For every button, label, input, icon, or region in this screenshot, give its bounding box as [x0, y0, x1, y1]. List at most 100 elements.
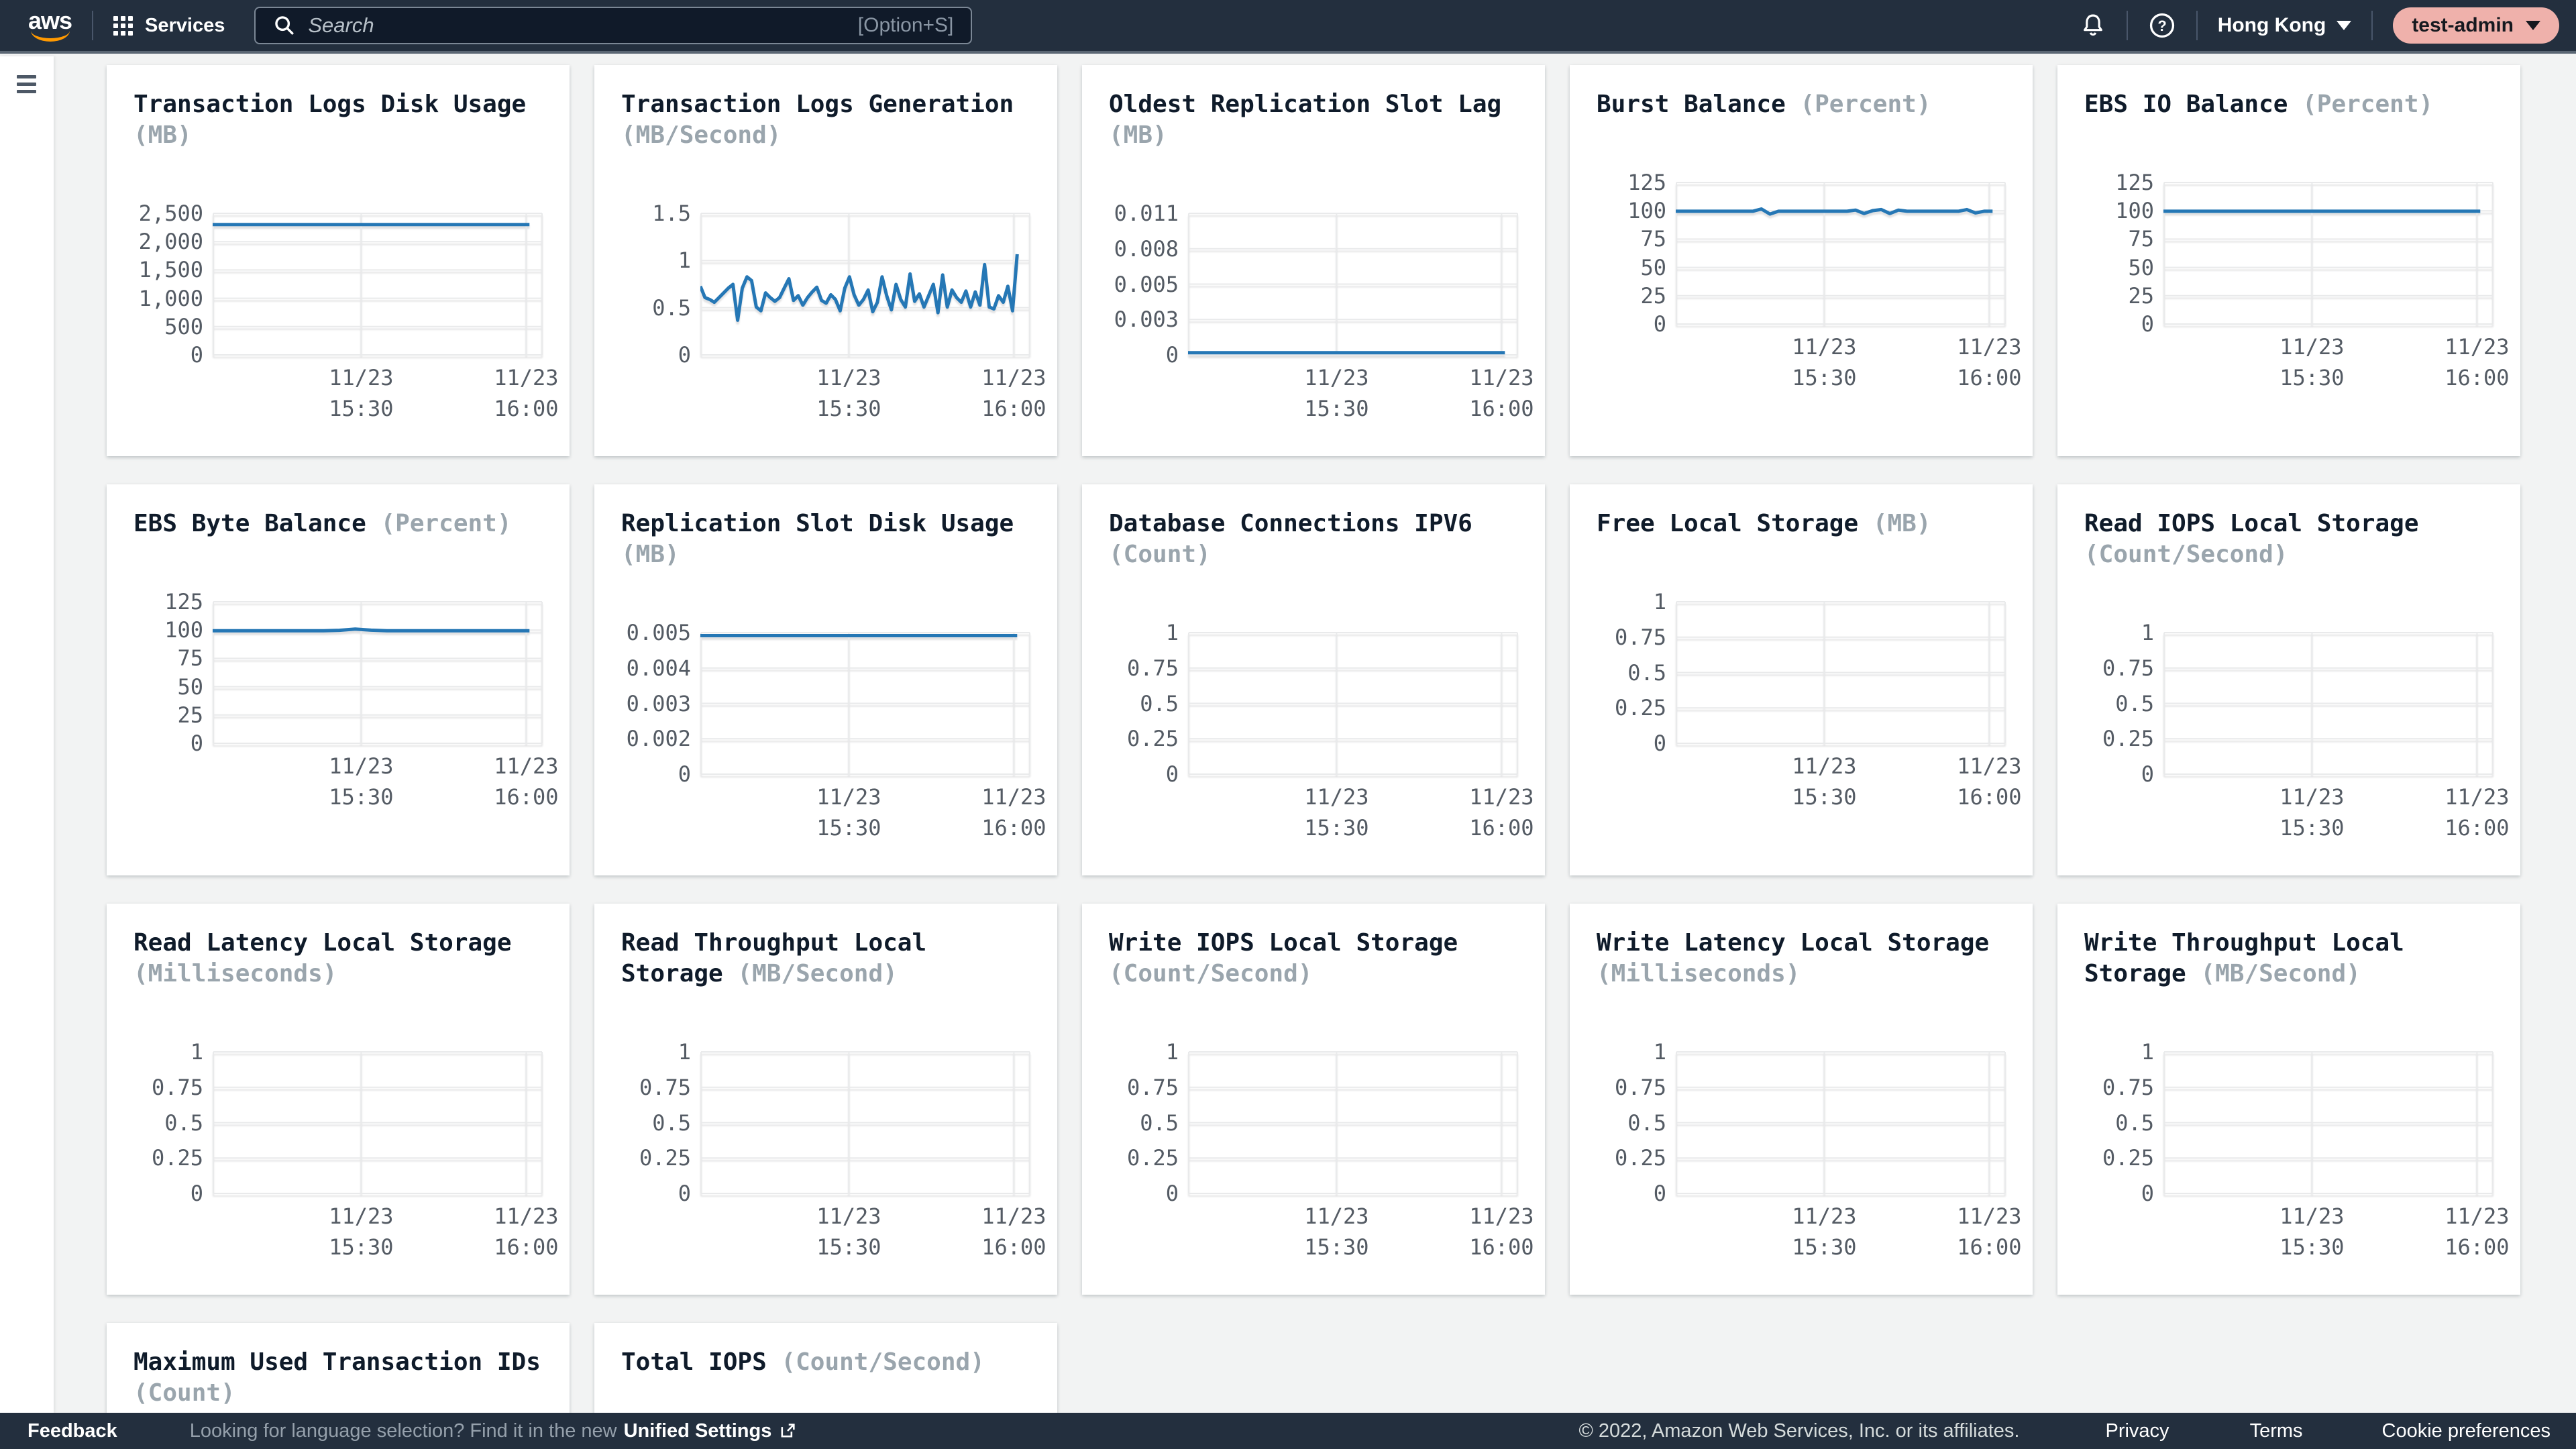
- y-tick-label: 0.75: [639, 1074, 691, 1100]
- x-axis: 11/23 15:30 11/23 16:00: [2163, 782, 2509, 851]
- y-tick-label: 0.25: [1126, 726, 1179, 752]
- card-title-text: Write Latency Local Storage: [1597, 929, 1990, 957]
- metric-card: EBS IO Balance (Percent) 125 100 75 50 25 0 11/…: [2057, 65, 2520, 456]
- aws-logo[interactable]: aws: [28, 9, 72, 42]
- chevron-down-icon: [2526, 21, 2540, 30]
- card-title: Write Throughput Local Storage (MB/Secon…: [2084, 928, 2493, 989]
- notifications-button[interactable]: [2080, 12, 2106, 39]
- card-title-text: EBS Byte Balance: [133, 510, 381, 537]
- y-axis-spacer: [621, 1194, 700, 1295]
- footer-right: © 2022, Amazon Web Services, Inc. or its…: [1578, 1420, 2551, 1442]
- y-axis: 1 0.75 0.5 0.25 0: [1109, 1039, 1188, 1206]
- chart-plot: [2163, 182, 2493, 325]
- y-tick-label: 0.75: [151, 1074, 203, 1100]
- card-title-text: Transaction Logs Generation: [621, 91, 1014, 118]
- region-selector[interactable]: Hong Kong: [2218, 14, 2352, 37]
- y-axis-spacer: [1597, 744, 1676, 875]
- chart-area: 125 100 75 50 25 0 11/23 15:30 11/23 16:00: [107, 589, 570, 875]
- chart-plot-row: 1 0.75 0.5 0.25 0: [1109, 1039, 1545, 1206]
- y-axis-spacer: [2084, 325, 2163, 456]
- x-axis: 11/23 15:30 11/23 16:00: [2163, 331, 2509, 401]
- chart-xaxis-row: 11/23 15:30 11/23 16:00: [621, 1194, 1057, 1295]
- chart-area: 2,500 2,000 1,500 1,000 500 0 11/23 15:30 11/23 1…: [107, 201, 570, 456]
- y-tick-label: 0.011: [1114, 201, 1179, 226]
- y-tick-label: 0: [2141, 311, 2154, 337]
- x-tick-label: 11/23 15:30: [2279, 334, 2345, 390]
- chart-xaxis-row: 11/23 15:30 11/23 16:00: [1597, 744, 2033, 875]
- chart-xaxis-row: 11/23 15:30 11/23 16:00: [2084, 1194, 2520, 1295]
- card-title: Read Latency Local Storage (Milliseconds…: [133, 928, 543, 989]
- y-axis: 0.005 0.004 0.003 0.002 0: [621, 620, 700, 787]
- aws-logo-text: aws: [28, 7, 72, 34]
- unified-settings-link[interactable]: Unified Settings: [624, 1420, 798, 1442]
- card-unit-text: (MB): [133, 121, 192, 149]
- y-tick-label: 0: [678, 1181, 691, 1206]
- privacy-link[interactable]: Privacy: [2105, 1419, 2169, 1442]
- menu-toggle-button[interactable]: [17, 75, 54, 93]
- x-tick-label: 11/23 16:00: [2445, 334, 2510, 390]
- card-unit-text: (Milliseconds): [133, 960, 337, 987]
- terms-link[interactable]: Terms: [2249, 1419, 2303, 1442]
- chart-plot-row: 125 100 75 50 25 0: [133, 589, 570, 756]
- y-tick-label: 0.75: [1126, 655, 1179, 681]
- y-axis: 125 100 75 50 25 0: [1597, 170, 1676, 337]
- account-menu-button[interactable]: test-admin: [2393, 7, 2559, 44]
- y-axis: 1 0.75 0.5 0.25 0: [2084, 620, 2163, 787]
- card-title: Read Throughput Local Storage (MB/Second…: [621, 928, 1030, 989]
- card-unit-text: (Count): [133, 1379, 235, 1407]
- chart-plot-row: 125 100 75 50 25 0: [1597, 170, 2033, 337]
- feedback-button[interactable]: Feedback: [28, 1419, 117, 1442]
- y-tick-label: 0.005: [626, 620, 691, 645]
- y-tick-label: 0: [2141, 761, 2154, 787]
- metric-card: Read IOPS Local Storage (Count/Second) 1 0…: [2057, 484, 2520, 875]
- chart-xaxis-row: 11/23 15:30 11/23 16:00: [1597, 325, 2033, 456]
- card-unit-text: (MB/Second): [737, 960, 898, 987]
- chart-plot: [1188, 213, 1518, 356]
- y-axis: 1 0.75 0.5 0.25 0: [621, 1039, 700, 1206]
- chart-xaxis-row: 11/23 15:30 11/23 16:00: [1109, 1194, 1545, 1295]
- chart-plot: [1676, 601, 2006, 744]
- x-tick-label: 11/23 16:00: [2445, 784, 2510, 841]
- y-tick-label: 2,500: [138, 201, 203, 226]
- y-tick-label: 75: [1640, 226, 1666, 252]
- metric-card: Burst Balance (Percent) 125 100 75 50 25 0 11/2…: [1570, 65, 2033, 456]
- card-title: Write IOPS Local Storage (Count/Second): [1109, 928, 1518, 989]
- x-tick-label: 11/23 15:30: [1304, 1203, 1369, 1260]
- chart-plot: [213, 1051, 543, 1194]
- card-title-text: Total IOPS: [621, 1348, 782, 1376]
- y-tick-label: 0.75: [2102, 655, 2154, 681]
- y-tick-label: 1: [1165, 620, 1179, 645]
- search-input[interactable]: Search [Option+S]: [254, 7, 973, 44]
- x-tick-label: 11/23 16:00: [1469, 784, 1534, 841]
- y-tick-label: 0.25: [2102, 726, 2154, 752]
- card-title: Transaction Logs Generation (MB/Second): [621, 89, 1030, 151]
- cookie-preferences-link[interactable]: Cookie preferences: [2381, 1419, 2551, 1442]
- metric-card: Write IOPS Local Storage (Count/Second) 1…: [1082, 904, 1545, 1295]
- card-title: Free Local Storage (MB): [1597, 508, 2006, 539]
- y-tick-label: 0.5: [1140, 1110, 1179, 1136]
- region-label: Hong Kong: [2217, 14, 2326, 36]
- chart-plot-row: 1 0.75 0.5 0.25 0: [2084, 1039, 2520, 1206]
- card-title: Burst Balance (Percent): [1597, 89, 2006, 120]
- y-tick-label: 1: [1653, 589, 1666, 614]
- y-tick-label: 1: [1653, 1039, 1666, 1065]
- y-axis: 2,500 2,000 1,500 1,000 500 0: [133, 201, 213, 368]
- services-menu-button[interactable]: Services: [113, 15, 225, 37]
- y-tick-label: 0.5: [1140, 690, 1179, 716]
- y-tick-label: 125: [164, 589, 203, 614]
- x-axis: 11/23 15:30 11/23 16:00: [2163, 1201, 2509, 1271]
- nav-divider: [2371, 11, 2373, 40]
- y-axis-spacer: [1109, 775, 1188, 875]
- metric-card: Replication Slot Disk Usage (MB) 0.005 0.0…: [594, 484, 1057, 875]
- chart-xaxis-row: 11/23 15:30 11/23 16:00: [133, 356, 570, 456]
- card-unit-text: (MB): [1109, 121, 1167, 149]
- chart-area: 1.5 1 0.5 0 11/23 15:30 11/23 16:00: [594, 201, 1057, 456]
- x-axis: 11/23 15:30 11/23 16:00: [213, 1201, 558, 1271]
- y-tick-label: 75: [2128, 226, 2154, 252]
- y-tick-label: 0.5: [2115, 690, 2154, 716]
- chart-area: 1 0.75 0.5 0.25 0 11/23 15:30 11/23 16:00: [1570, 589, 2033, 875]
- help-button[interactable]: ?: [2148, 11, 2176, 40]
- account-label: test-admin: [2412, 14, 2514, 36]
- chart-plot: [213, 601, 543, 744]
- x-axis: 11/23 15:30 11/23 16:00: [213, 362, 558, 432]
